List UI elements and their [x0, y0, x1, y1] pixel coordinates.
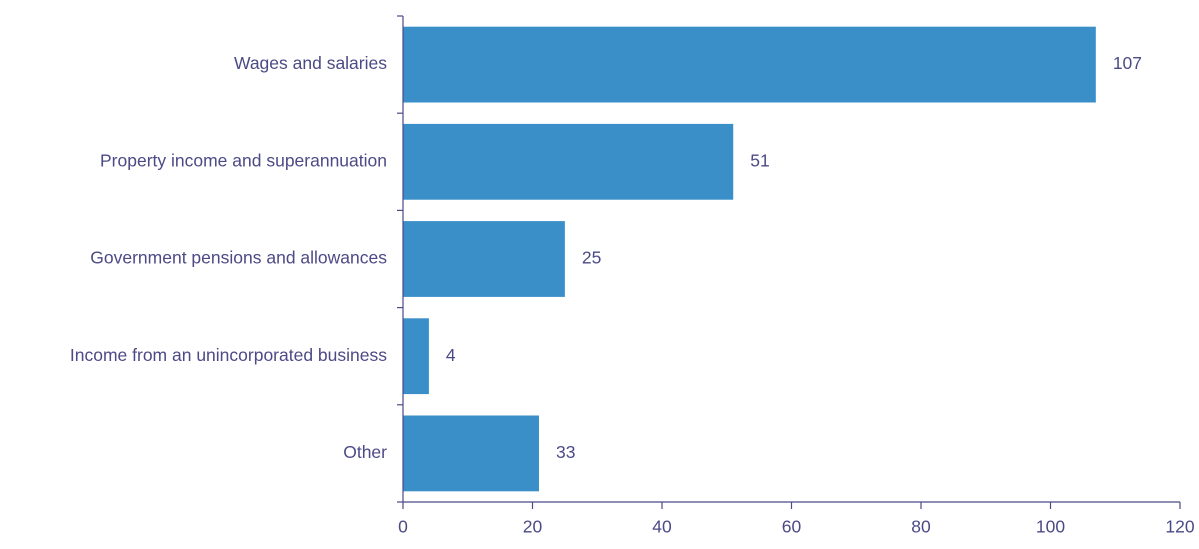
- data-labels: 107 51 25 4 33: [446, 53, 1142, 462]
- bar-other: [403, 415, 539, 492]
- category-label: Property income and superannuation: [100, 150, 387, 170]
- category-label: Wages and salaries: [234, 53, 387, 73]
- x-tick-label: 0: [398, 517, 408, 537]
- data-label: 4: [446, 345, 456, 365]
- data-label: 107: [1113, 53, 1142, 73]
- x-tick-label: 120: [1165, 517, 1194, 537]
- category-labels: Wages and salaries Property income and su…: [70, 53, 387, 462]
- bar-wages-and-salaries: [403, 26, 1096, 103]
- category-label: Income from an unincorporated business: [70, 345, 387, 365]
- data-label: 51: [750, 150, 769, 170]
- x-tick-label: 40: [652, 517, 672, 537]
- x-tick-label: 20: [523, 517, 543, 537]
- bar-government-pensions-and-allowances: [403, 221, 565, 297]
- category-label: Other: [343, 442, 387, 462]
- data-label: 25: [582, 248, 601, 268]
- bars-group: [403, 26, 1096, 492]
- x-tick-label: 80: [911, 517, 931, 537]
- x-tick-label: 100: [1036, 517, 1065, 537]
- category-label: Government pensions and allowances: [90, 248, 387, 268]
- y-tick-marks: [397, 15, 403, 503]
- x-tick-marks: 0 20 40 60 80 100 120: [398, 502, 1195, 537]
- bar-property-income-and-superannuation: [403, 123, 734, 200]
- x-tick-label: 60: [782, 517, 802, 537]
- bar-income-from-an-unincorporated-business: [403, 318, 429, 395]
- data-label: 33: [556, 442, 575, 462]
